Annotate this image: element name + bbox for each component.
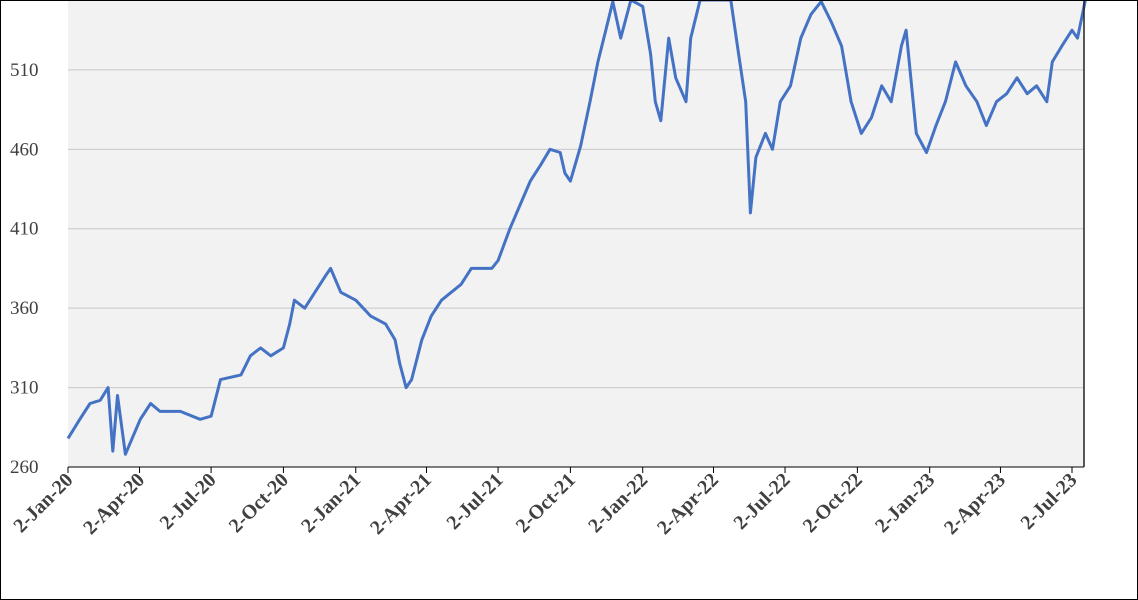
y-tick-label: 410 [10, 219, 39, 240]
x-tick-label: 2-Jul-21 [443, 469, 508, 534]
x-tick-label: 2-Jan-21 [297, 469, 365, 537]
x-tick-label: 2-Jul-23 [1016, 469, 1081, 534]
grid [68, 69, 1084, 389]
x-tick-label: 2-Oct-21 [512, 469, 580, 537]
x-tick-label: 2-Apr-22 [653, 469, 723, 539]
x-tick-label: 2-Jul-20 [156, 469, 221, 534]
y-tick-label: 510 [10, 60, 39, 81]
x-tick-label: 2-Oct-22 [799, 469, 867, 537]
y-tick-label: 310 [10, 378, 39, 399]
data-line [66, 0, 1087, 456]
x-tick-label: 2-Jan-23 [871, 469, 939, 537]
y-tick-label: 360 [10, 298, 39, 319]
x-tick-label: 2-Apr-20 [79, 469, 149, 539]
y-tick-label: 460 [10, 139, 39, 160]
x-tick-label: 2-Oct-20 [225, 469, 293, 537]
x-tick-label: 2-Jul-22 [730, 469, 795, 534]
x-tick-label: 2-Jan-20 [9, 469, 77, 537]
x-tick-label: 2-Apr-23 [940, 469, 1010, 539]
plot-area [68, 0, 1084, 467]
x-tick-label: 2-Apr-21 [366, 469, 436, 539]
x-tick-label: 2-Jan-22 [584, 469, 652, 537]
y-tick-label: 260 [10, 457, 39, 478]
lines [66, 0, 1087, 456]
